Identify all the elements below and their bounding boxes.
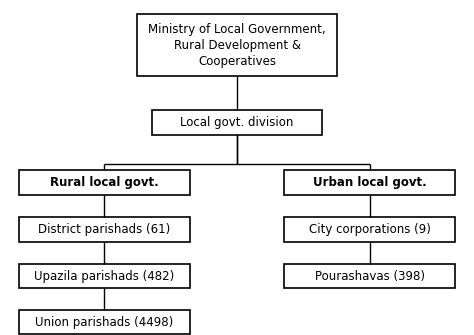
FancyBboxPatch shape: [284, 170, 455, 195]
FancyBboxPatch shape: [137, 14, 337, 76]
Text: Pourashavas (398): Pourashavas (398): [315, 270, 425, 283]
FancyBboxPatch shape: [152, 110, 322, 135]
Text: Rural local govt.: Rural local govt.: [50, 176, 159, 189]
FancyBboxPatch shape: [19, 310, 190, 334]
FancyBboxPatch shape: [19, 170, 190, 195]
FancyBboxPatch shape: [19, 264, 190, 288]
Text: Union parishads (4498): Union parishads (4498): [35, 316, 173, 329]
Text: Upazila parishads (482): Upazila parishads (482): [34, 270, 174, 283]
Text: Ministry of Local Government,
Rural Development &
Cooperatives: Ministry of Local Government, Rural Deve…: [148, 23, 326, 68]
Text: District parishads (61): District parishads (61): [38, 223, 171, 236]
Text: Urban local govt.: Urban local govt.: [313, 176, 427, 189]
FancyBboxPatch shape: [284, 217, 455, 242]
Text: City corporations (9): City corporations (9): [309, 223, 431, 236]
FancyBboxPatch shape: [284, 264, 455, 288]
Text: Local govt. division: Local govt. division: [180, 116, 294, 129]
FancyBboxPatch shape: [19, 217, 190, 242]
